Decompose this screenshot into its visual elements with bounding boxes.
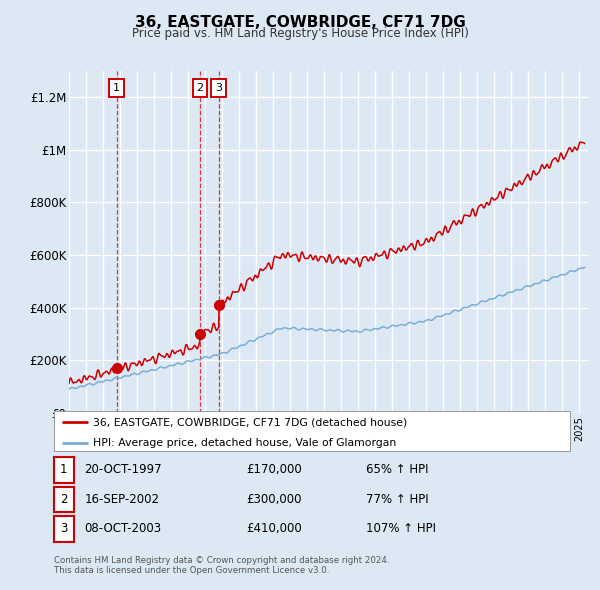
Text: This data is licensed under the Open Government Licence v3.0.: This data is licensed under the Open Gov… [54, 566, 329, 575]
Text: £410,000: £410,000 [246, 522, 302, 536]
Text: 65% ↑ HPI: 65% ↑ HPI [366, 463, 428, 477]
Text: 3: 3 [215, 83, 222, 93]
Text: 77% ↑ HPI: 77% ↑ HPI [366, 493, 428, 506]
Text: HPI: Average price, detached house, Vale of Glamorgan: HPI: Average price, detached house, Vale… [92, 438, 396, 448]
Text: 1: 1 [60, 463, 68, 477]
Text: £170,000: £170,000 [246, 463, 302, 477]
Text: Price paid vs. HM Land Registry's House Price Index (HPI): Price paid vs. HM Land Registry's House … [131, 27, 469, 40]
Text: 2: 2 [196, 83, 203, 93]
Text: £300,000: £300,000 [246, 493, 302, 506]
Text: 08-OCT-2003: 08-OCT-2003 [85, 522, 162, 536]
Text: 107% ↑ HPI: 107% ↑ HPI [366, 522, 436, 536]
Text: 2: 2 [60, 493, 68, 506]
Text: 1: 1 [113, 83, 120, 93]
Text: Contains HM Land Registry data © Crown copyright and database right 2024.: Contains HM Land Registry data © Crown c… [54, 556, 389, 565]
Text: 36, EASTGATE, COWBRIDGE, CF71 7DG: 36, EASTGATE, COWBRIDGE, CF71 7DG [134, 15, 466, 30]
Text: 20-OCT-1997: 20-OCT-1997 [85, 463, 162, 477]
Text: 3: 3 [60, 522, 68, 536]
Text: 16-SEP-2002: 16-SEP-2002 [85, 493, 160, 506]
Text: 36, EASTGATE, COWBRIDGE, CF71 7DG (detached house): 36, EASTGATE, COWBRIDGE, CF71 7DG (detac… [92, 417, 407, 427]
